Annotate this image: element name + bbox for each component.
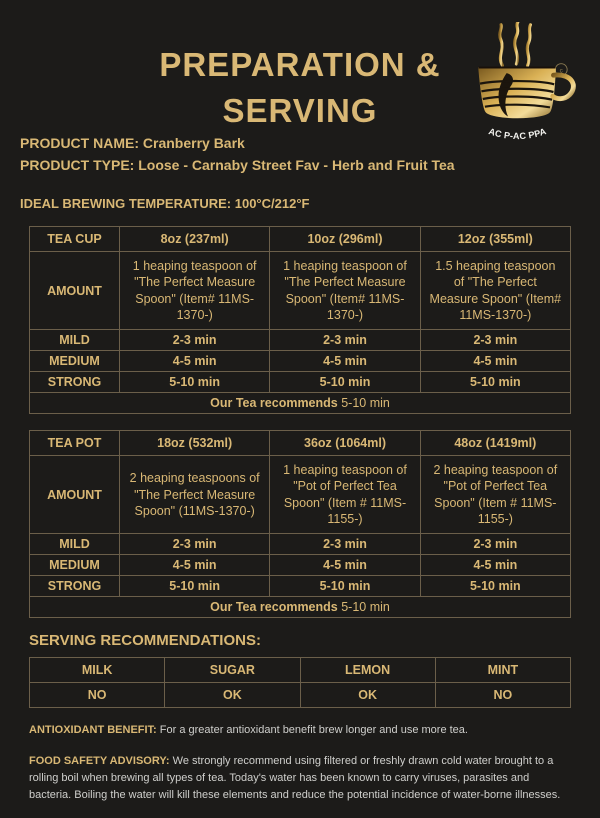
svg-text:AC P-AC PPA: AC P-AC PPA (487, 126, 547, 141)
